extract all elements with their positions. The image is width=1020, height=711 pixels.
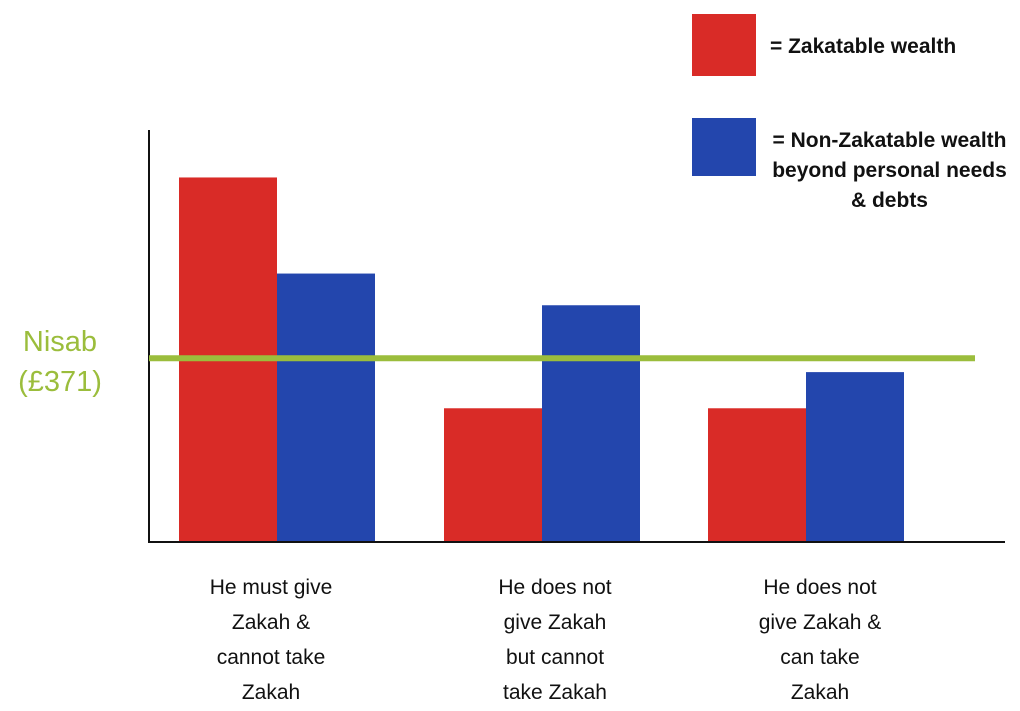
- category-label-3: He does not give Zakah & can take Zakah: [758, 576, 882, 704]
- legend-label-non-zakatable: = Non-Zakatable wealth beyond personal n…: [772, 129, 1007, 212]
- legend-label-zakatable: = Zakatable wealth: [770, 35, 957, 58]
- nisab-label: Nisab (£371): [18, 326, 102, 398]
- bar-non-zakatable-1: [277, 273, 375, 542]
- bar-zakatable-3: [708, 408, 806, 542]
- bar-non-zakatable-3: [806, 372, 904, 542]
- legend-swatch-non-zakatable: [692, 118, 756, 176]
- category-label-1: He must give Zakah & cannot take Zakah: [209, 576, 333, 704]
- category-label-2: He does not give Zakah but cannot take Z…: [498, 576, 612, 704]
- legend-swatch-zakatable: [692, 14, 756, 76]
- bar-zakatable-2: [444, 408, 542, 542]
- bar-non-zakatable-2: [542, 305, 640, 542]
